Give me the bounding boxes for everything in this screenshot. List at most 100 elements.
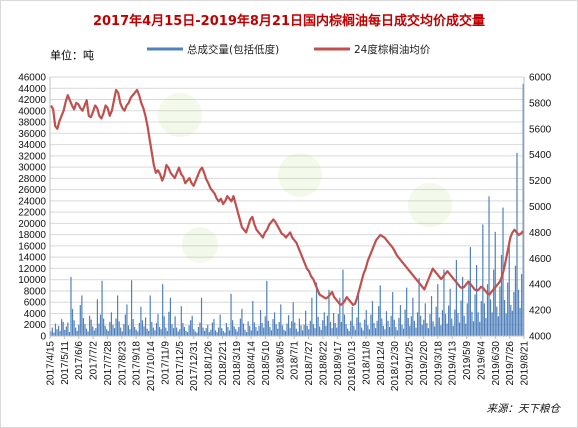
volume-bars (50, 83, 524, 336)
volume-bar (247, 321, 249, 336)
volume-bar (297, 331, 299, 336)
x-tick-label: 2018/11/8 (362, 341, 373, 385)
volume-bar (303, 324, 305, 336)
volume-bar (227, 326, 229, 336)
volume-bar (286, 323, 288, 336)
volume-bar (50, 331, 52, 336)
volume-bar (517, 289, 520, 336)
volume-bar (225, 323, 227, 336)
volume-bar (474, 294, 476, 336)
price-line-group (50, 88, 524, 307)
y-right-tick-label: 5000 (529, 202, 552, 213)
volume-bar (221, 328, 223, 336)
volume-bar (368, 329, 370, 336)
volume-bar (162, 284, 164, 336)
volume-bar (402, 328, 405, 336)
volume-bar (264, 316, 266, 336)
volume-bar (309, 320, 311, 336)
volume-bar (323, 312, 325, 336)
volume-bar (381, 318, 383, 336)
volume-bar (452, 325, 454, 336)
volume-bar (269, 326, 271, 336)
volume-bar (98, 323, 100, 336)
volume-bar (340, 321, 342, 336)
volume-bar (466, 303, 468, 336)
volume-bar (448, 305, 450, 336)
volume-bar (361, 327, 363, 336)
volume-bar (311, 297, 313, 336)
volume-bar (67, 322, 69, 336)
volume-bar (210, 329, 212, 336)
volume-bar (510, 305, 512, 336)
volume-bar (438, 317, 440, 336)
y-left-tick-label: 42000 (18, 95, 46, 106)
volume-bar (301, 330, 304, 336)
volume-bar (505, 313, 507, 336)
legend-label-price: 24度棕榈油均价 (354, 43, 431, 56)
volume-bar (519, 307, 521, 336)
volume-bar (275, 324, 277, 336)
volume-bar (135, 329, 137, 336)
volume-bar (177, 331, 179, 336)
volume-bar (477, 312, 479, 336)
volume-bar (204, 330, 206, 336)
x-tick-label: 2018/6/5 (275, 341, 286, 380)
volume-bar (401, 324, 403, 336)
volume-bar (258, 325, 260, 336)
volume-bar (90, 319, 92, 336)
volume-bar (222, 330, 224, 336)
y-axis-right-ticks: 4000 4200 4400 4600 4800 5000 5200 5400 5600 5800… (529, 73, 552, 343)
volume-bar (418, 278, 420, 336)
watermark-mark-2 (278, 153, 322, 197)
volume-bar (305, 310, 307, 336)
volume-bar (238, 326, 240, 336)
y-right-tick-label: 4600 (529, 254, 552, 265)
volume-bar (347, 328, 349, 336)
volume-bar (462, 276, 464, 336)
volume-bar (306, 325, 308, 336)
volume-bar (213, 319, 215, 336)
volume-bar (228, 330, 231, 336)
volume-bar (328, 289, 330, 336)
volume-bar (244, 329, 246, 336)
volume-bar (101, 280, 103, 336)
volume-bar (280, 304, 282, 336)
volume-bar (424, 303, 426, 336)
volume-bar (376, 320, 378, 336)
volume-bar (120, 327, 122, 336)
volume-bar (513, 292, 515, 336)
volume-bar (423, 319, 425, 336)
volume-bar (362, 330, 364, 336)
y-right-tick-label: 5400 (529, 150, 552, 161)
x-tick-label: 2017/11/9 (160, 341, 171, 385)
y-right-tick-label: 6000 (529, 73, 552, 84)
volume-bar (489, 299, 492, 336)
volume-bar (155, 323, 158, 336)
x-tick-label: 2018/9/17 (333, 341, 344, 386)
volume-bar (117, 295, 119, 336)
volume-bar (193, 329, 195, 336)
volume-bar (435, 306, 437, 336)
volume-bar (429, 314, 431, 336)
volume-bar (472, 321, 475, 336)
volume-bar (348, 330, 350, 336)
x-tick-label: 2019/6/30 (491, 341, 502, 386)
volume-bar (186, 332, 189, 336)
volume-bar (421, 324, 423, 336)
volume-bar (194, 331, 196, 336)
volume-bar (308, 329, 310, 336)
volume-bar (146, 328, 148, 336)
legend: 总成交量(包括低度) 24度棕榈油均价 (147, 43, 431, 56)
volume-bar (359, 322, 361, 336)
volume-bar (143, 326, 145, 336)
volume-bar (482, 224, 484, 336)
volume-bar (396, 330, 398, 336)
volume-bar (339, 297, 341, 336)
y-left-tick-label: 16000 (18, 241, 46, 252)
volume-bar (300, 325, 302, 336)
volume-bar (413, 320, 416, 336)
volume-bar (190, 320, 192, 336)
volume-bar (109, 321, 111, 336)
volume-bar (287, 315, 290, 336)
